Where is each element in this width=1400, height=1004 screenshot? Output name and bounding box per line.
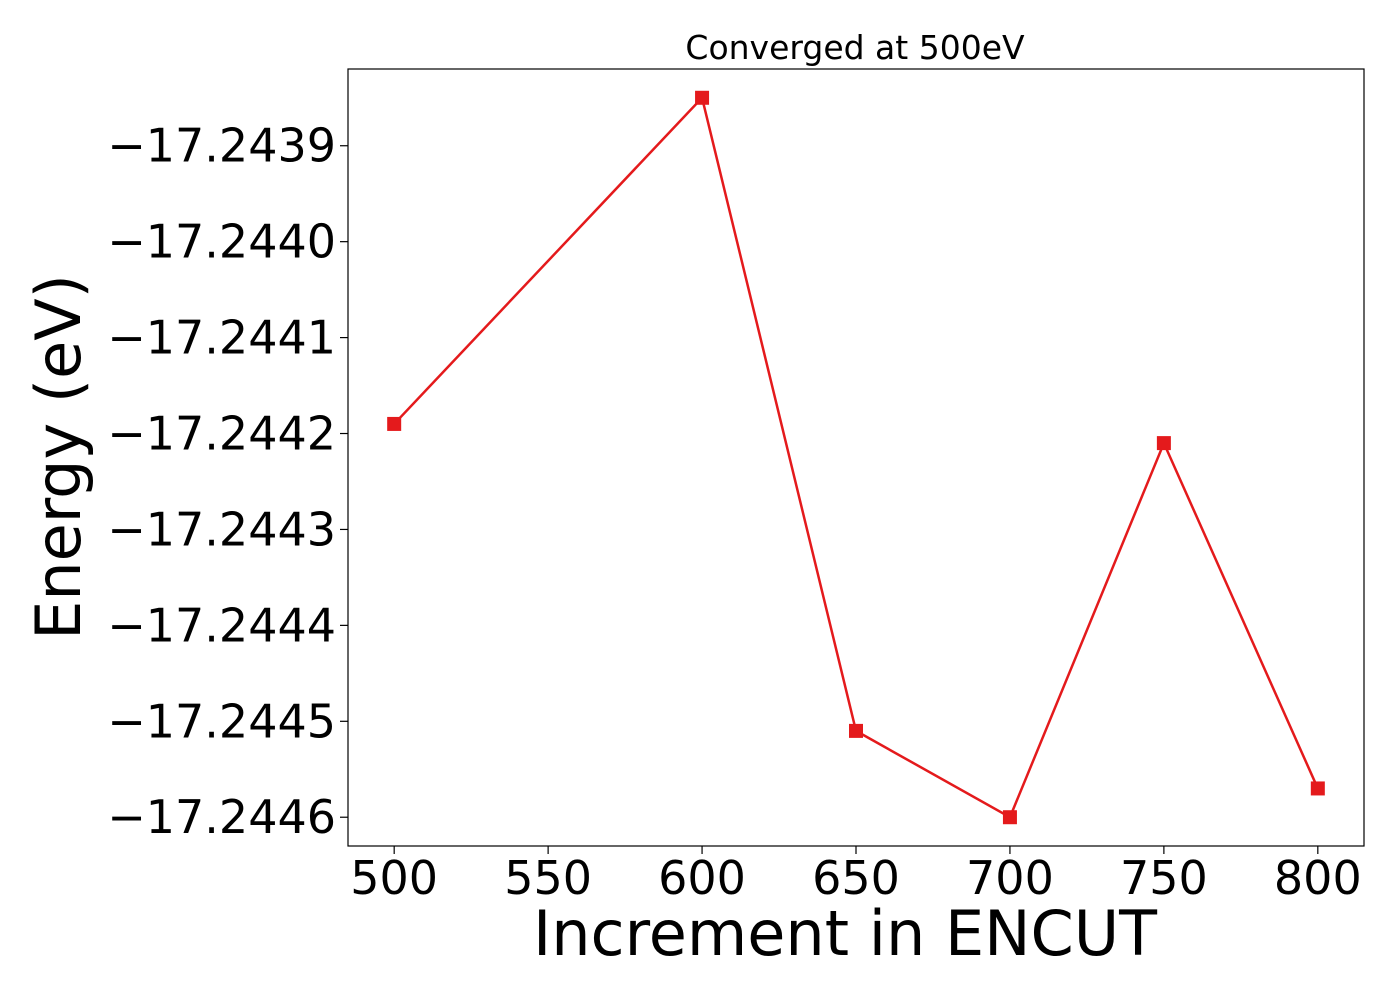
x-tick-label: 500	[350, 851, 438, 905]
x-tick-label: 700	[966, 851, 1054, 905]
data-point-marker	[1156, 436, 1171, 451]
y-tick-label: −17.2440	[107, 215, 336, 269]
x-tick-label: 550	[504, 851, 592, 905]
data-point-marker	[1310, 781, 1325, 796]
x-tick-label: 800	[1274, 851, 1362, 905]
y-tick-label: −17.2446	[107, 790, 336, 844]
x-tick-label: 750	[1120, 851, 1208, 905]
y-tick-label: −17.2441	[107, 311, 336, 365]
y-tick-label: −17.2443	[107, 502, 336, 556]
y-tick-label: −17.2444	[107, 598, 336, 652]
series-line	[393, 95, 1319, 820]
data-point-marker	[387, 416, 402, 431]
x-axis-label: Increment in ENCUT	[533, 897, 1158, 970]
x-axis: 500 550 600 650 700 750 800	[350, 846, 1362, 905]
x-tick-label: 600	[658, 851, 746, 905]
data-point-marker	[849, 723, 863, 738]
data-point-marker	[1002, 810, 1017, 825]
series-layer	[387, 90, 1325, 825]
y-axis: −17.2439 −17.2440 −17.2441 −17.2442 −17.2443…	[107, 119, 348, 844]
data-point-marker	[695, 90, 710, 105]
y-axis-label: Energy (eV)	[22, 274, 95, 640]
y-tick-label: −17.2442	[107, 407, 336, 461]
y-tick-label: −17.2439	[107, 119, 336, 173]
x-tick-label: 650	[812, 851, 900, 905]
chart-title: Converged at 500eV	[685, 28, 1025, 67]
y-tick-label: −17.2445	[107, 694, 336, 748]
